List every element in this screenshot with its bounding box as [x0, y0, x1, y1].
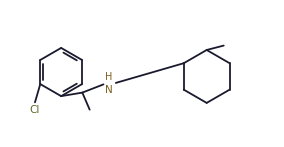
- Text: Cl: Cl: [30, 105, 40, 115]
- Text: N: N: [105, 85, 112, 95]
- Text: H: H: [105, 72, 112, 82]
